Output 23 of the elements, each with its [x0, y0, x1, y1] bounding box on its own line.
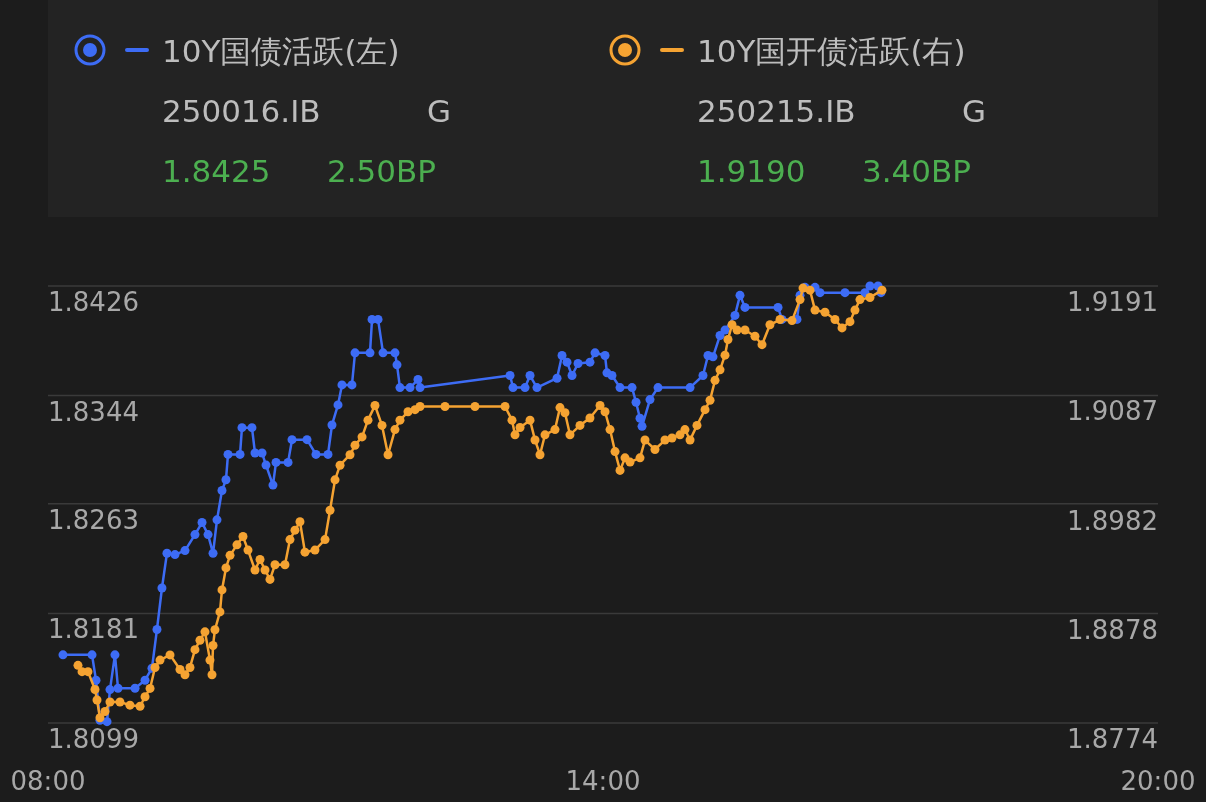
text: 1.9190: [697, 153, 806, 189]
text: 1.8425: [162, 153, 271, 189]
x-tick-label: 14:00: [565, 766, 641, 796]
y2-tick-label: 1.8774: [1067, 724, 1158, 754]
x-tick-label: 08:00: [10, 766, 86, 796]
legend-label: 10Y国债活跃(左): [162, 33, 400, 69]
y-tick-label: 1.8099: [48, 724, 139, 754]
y-tick-label: 1.8426: [48, 287, 139, 317]
y2-tick-label: 1.8878: [1067, 615, 1158, 646]
y2-tick-label: 1.8982: [1067, 506, 1158, 537]
text: G: [427, 93, 452, 129]
x-tick-label: 20:00: [1120, 766, 1196, 796]
y-tick-label: 1.8263: [48, 504, 139, 535]
y-tick-label: 1.8181: [48, 614, 139, 645]
text: 250016.IB: [162, 93, 321, 129]
legend-label: 10Y国开债活跃(右): [697, 33, 966, 69]
text: G: [962, 93, 987, 129]
text: 2.50BP: [327, 153, 436, 189]
y2-tick-label: 1.9191: [1067, 287, 1158, 317]
y2-tick-label: 1.9087: [1067, 395, 1158, 426]
text: 3.40BP: [862, 153, 971, 189]
text: 250215.IB: [697, 93, 856, 129]
y-tick-label: 1.8344: [48, 396, 139, 427]
